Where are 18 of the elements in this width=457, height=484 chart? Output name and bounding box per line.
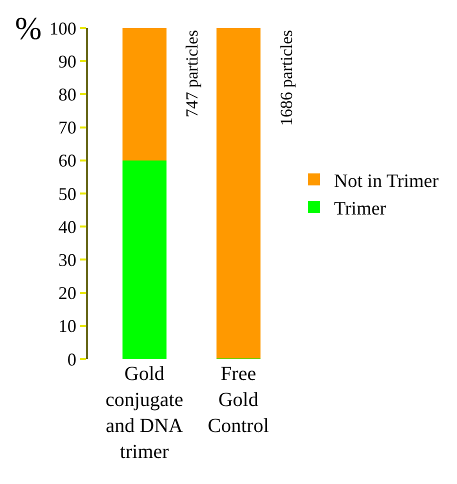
y-tick-label: 10	[58, 316, 76, 336]
x-tick-label: Free Gold Control	[208, 363, 270, 437]
y-axis-title: %	[15, 10, 42, 46]
y-tick-label: 60	[58, 150, 76, 171]
y-tick-label: 50	[58, 184, 76, 204]
annotation: 747 particles	[182, 30, 202, 118]
legend-label: Not in Trimer	[334, 170, 440, 192]
y-tick-label: 90	[58, 51, 76, 72]
y-tick-label: 30	[58, 250, 76, 270]
y-tick-label: 70	[58, 118, 76, 138]
legend-label: Trimer	[334, 198, 387, 220]
y-tick-label: 100	[49, 18, 76, 38]
annotation: 1686 particles	[276, 30, 296, 126]
x-tick-label: Gold conjugate and DNA trimer	[105, 363, 184, 463]
y-tick-label: 80	[58, 84, 76, 104]
y-tick-label: 40	[58, 216, 76, 237]
y-tick-label: 20	[58, 283, 76, 304]
y-tick-label: 0	[67, 349, 76, 370]
